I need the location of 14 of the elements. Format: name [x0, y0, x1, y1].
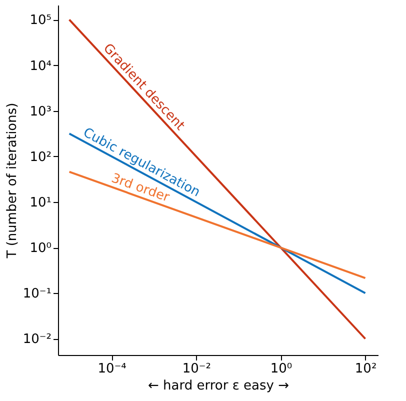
y-tick-label: 10⁻¹	[22, 286, 52, 302]
y-tick-label: 10⁴	[30, 58, 52, 74]
y-tick-label: 10⁰	[30, 241, 52, 256]
x-tick-label: 10⁻²	[182, 362, 211, 376]
x-tick-label: 10²	[354, 362, 377, 376]
y-tick-label: 10⁵	[30, 13, 52, 28]
y-tick-label: 10⁻²	[22, 332, 52, 348]
y-tick-label: 10²	[30, 150, 52, 165]
x-tick-label: 10⁻⁴	[98, 362, 126, 376]
y-tick-label: 10³	[30, 104, 52, 120]
x-axis-title: ← hard error ε easy →	[148, 378, 290, 394]
x-tick-label: 10⁰	[270, 362, 292, 376]
y-axis-title: T (number of iterations)	[4, 102, 20, 260]
y-tick-label: 10¹	[30, 196, 52, 211]
